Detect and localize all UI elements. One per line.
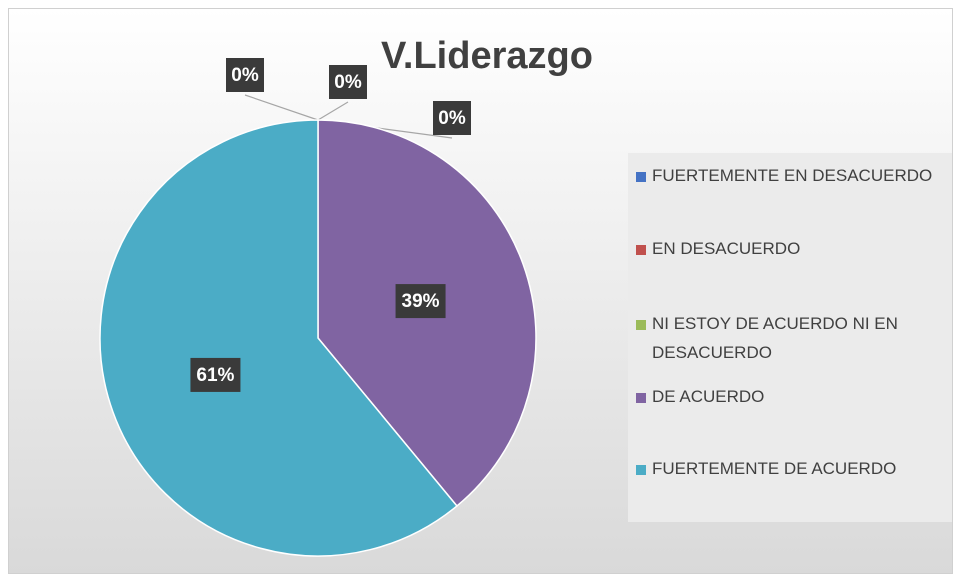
legend-label: DE ACUERDO [652, 387, 764, 406]
legend-marker [636, 172, 646, 182]
leader-line [244, 94, 319, 121]
legend-marker [636, 245, 646, 255]
legend-label: FUERTEMENTE DE ACUERDO [652, 459, 896, 478]
pie-slice [99, 119, 459, 557]
data-label-box [395, 284, 446, 319]
leader-line [317, 101, 349, 121]
data-label-box [433, 101, 471, 135]
legend-marker [636, 465, 646, 475]
legend-label: FUERTEMENTE EN DESACUERDO [652, 166, 932, 185]
data-label: 0% [438, 108, 466, 129]
legend-label: EN DESACUERDO [652, 239, 800, 258]
legend-label: NI ESTOY DE ACUERDO NI EN DESACUERDO [652, 314, 898, 362]
legend-marker [636, 320, 646, 330]
data-label-box [226, 58, 264, 92]
data-label: 39% [402, 291, 440, 312]
data-label-box [190, 357, 241, 392]
legend-marker [636, 393, 646, 403]
data-label: 0% [334, 72, 362, 93]
data-label: 0% [231, 65, 259, 86]
data-label: 61% [196, 365, 234, 386]
legend-box [628, 153, 952, 522]
data-label-box [329, 65, 367, 99]
chart-title: V.Liderazgo [381, 35, 593, 77]
